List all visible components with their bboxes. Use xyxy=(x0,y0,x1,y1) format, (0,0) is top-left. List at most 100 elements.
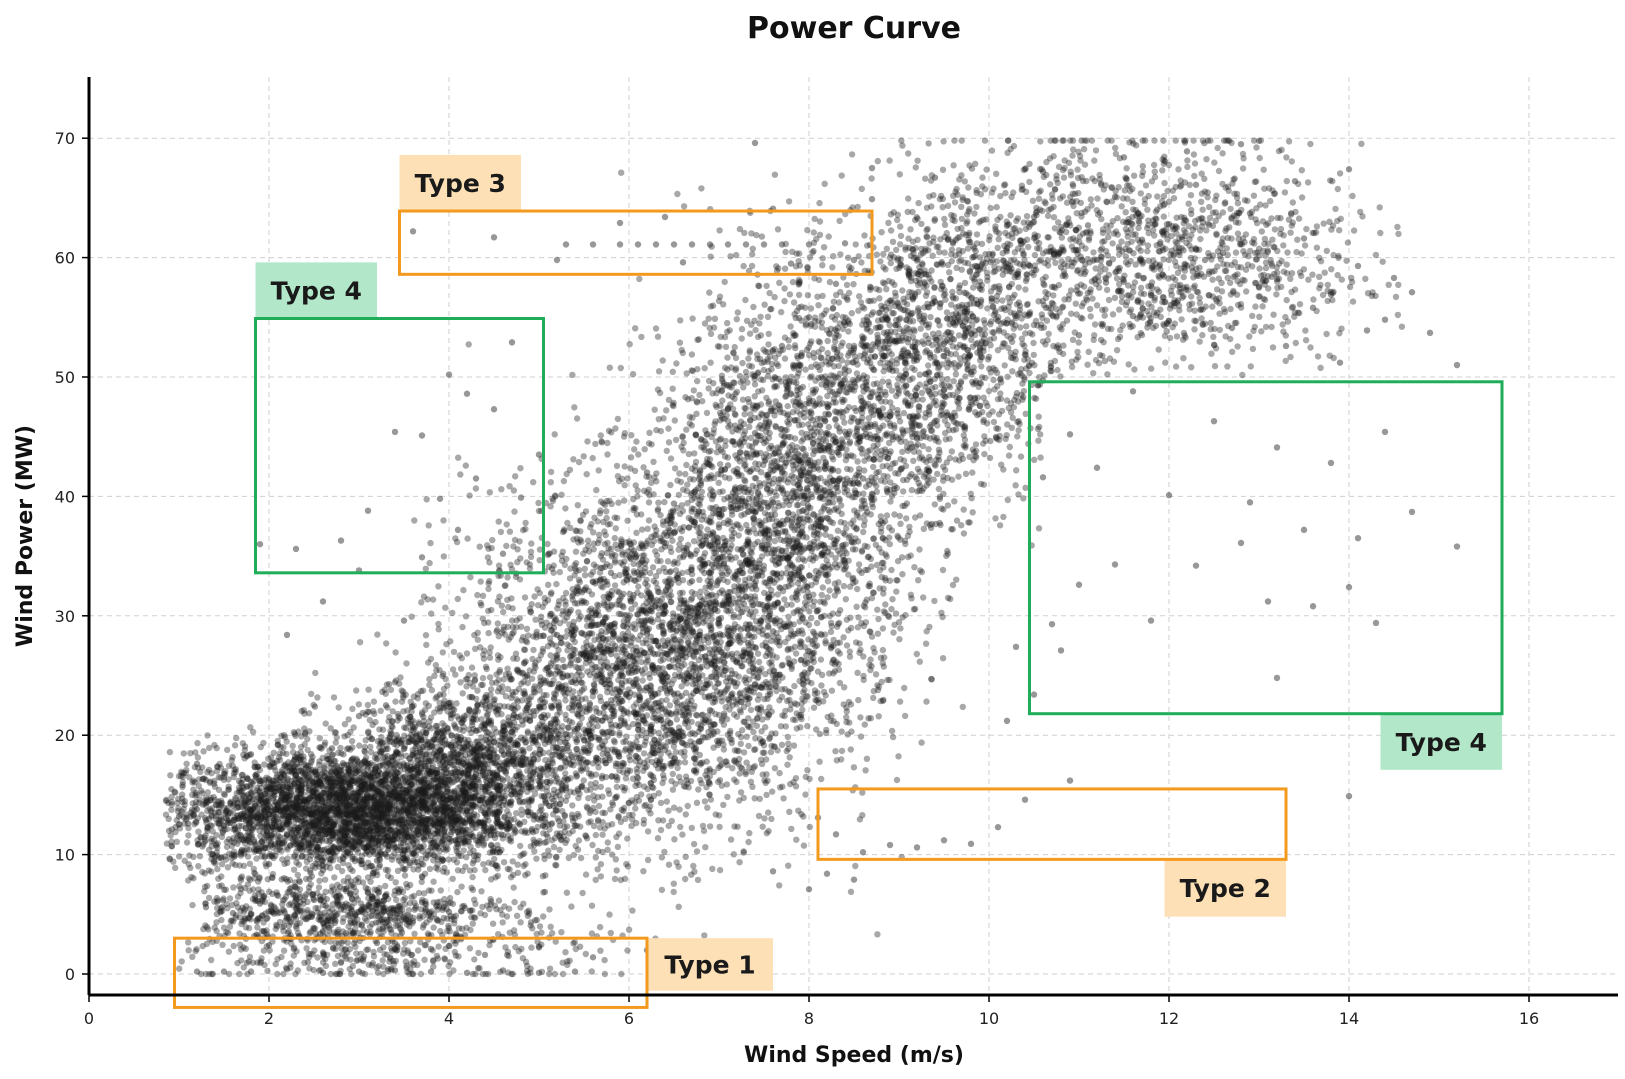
data-point xyxy=(508,339,516,346)
scatter-density-point xyxy=(434,782,441,790)
scatter-density-point xyxy=(223,843,231,851)
scatter-density-point xyxy=(569,802,576,809)
scatter-density-point xyxy=(256,827,263,834)
data-point xyxy=(445,908,453,916)
data-point xyxy=(832,280,840,288)
scatter-density-point xyxy=(394,867,402,874)
scatter-density-point xyxy=(318,795,326,803)
scatter-density-point xyxy=(279,790,286,797)
data-point xyxy=(1246,499,1254,506)
data-point xyxy=(841,560,849,567)
data-point xyxy=(499,777,507,784)
scatter-density-point xyxy=(365,728,372,735)
data-point xyxy=(346,801,354,808)
data-point xyxy=(1030,691,1038,698)
scatter-density-point xyxy=(364,763,371,770)
scatter-density-point xyxy=(337,845,344,852)
data-point xyxy=(319,866,327,874)
scatter-density-point xyxy=(368,841,375,848)
data-point xyxy=(265,860,273,868)
data-point xyxy=(589,714,597,721)
scatter-density-point xyxy=(434,705,441,712)
scatter-density-point xyxy=(432,793,440,800)
scatter-density-point xyxy=(317,826,325,833)
scatter-density-point xyxy=(214,840,221,847)
scatter-density-point xyxy=(172,864,179,872)
scatter-density-point xyxy=(269,834,276,841)
data-point xyxy=(751,429,759,437)
scatter-density-point xyxy=(192,789,199,796)
scatter-density-point xyxy=(281,778,289,786)
data-point xyxy=(1273,674,1281,682)
scatter-density-point xyxy=(275,779,283,786)
scatter-density-point xyxy=(278,789,286,796)
scatter-density-point xyxy=(224,816,231,824)
scatter-density-point xyxy=(384,752,391,760)
data-point xyxy=(643,469,651,476)
data-point xyxy=(1003,244,1011,252)
data-point xyxy=(625,693,633,701)
scatter-density-point xyxy=(293,776,300,783)
scatter-density-point xyxy=(492,862,499,869)
data-point xyxy=(616,219,624,227)
scatter-density-point xyxy=(317,806,324,813)
scatter-density-point xyxy=(480,771,487,778)
scatter-density-point xyxy=(361,786,369,793)
scatter-density-point xyxy=(208,838,215,845)
data-point xyxy=(805,314,813,321)
data-point xyxy=(373,786,381,794)
scatter-density-point xyxy=(556,846,563,853)
scatter-density-point xyxy=(412,739,419,746)
scatter-density-point xyxy=(221,853,229,860)
scatter-density-point xyxy=(232,766,239,773)
scatter-density-point xyxy=(221,826,228,833)
data-point xyxy=(535,969,543,977)
scatter-density-point xyxy=(341,832,348,839)
scatter-density-point xyxy=(533,855,540,862)
data-point xyxy=(607,650,615,658)
scatter-density-point xyxy=(412,832,420,839)
data-point xyxy=(472,475,480,482)
scatter-density-point xyxy=(217,814,225,821)
scatter-density-point xyxy=(345,825,352,833)
scatter-density-point xyxy=(343,848,351,856)
scatter-density-point xyxy=(175,853,183,860)
data-point xyxy=(400,617,408,624)
scatter-density-point xyxy=(322,720,329,727)
scatter-density-point xyxy=(384,832,391,840)
data-point xyxy=(634,241,642,248)
scatter-density-point xyxy=(330,789,337,796)
scatter-density-point xyxy=(262,808,269,815)
data-point xyxy=(319,598,327,605)
data-point xyxy=(310,896,318,904)
scatter-density-point xyxy=(398,698,406,705)
scatter-density-point xyxy=(494,711,501,718)
data-point xyxy=(1264,598,1272,605)
scatter-density-point xyxy=(295,828,302,835)
data-point xyxy=(193,806,201,813)
data-point xyxy=(805,886,813,893)
scatter-density-point xyxy=(582,871,590,878)
scatter-density-point xyxy=(290,866,298,873)
data-point xyxy=(535,703,543,710)
data-point xyxy=(877,518,885,525)
data-point xyxy=(481,788,489,795)
scatter-density-point xyxy=(189,779,196,786)
data-point xyxy=(436,495,444,502)
data-point xyxy=(751,139,759,147)
data-point xyxy=(427,844,435,851)
scatter-density-point xyxy=(376,861,383,869)
data-point xyxy=(1354,262,1362,270)
data-point xyxy=(1120,154,1128,161)
data-point xyxy=(796,531,804,538)
scatter-density-point xyxy=(568,903,575,910)
data-point xyxy=(1381,316,1389,323)
data-point xyxy=(355,968,363,975)
scatter-density-point xyxy=(426,744,433,751)
scatter-density-point xyxy=(453,700,460,707)
data-point xyxy=(436,755,444,763)
scatter-density-point xyxy=(441,864,448,872)
scatter-density-point xyxy=(361,743,369,751)
scatter-density-point xyxy=(312,669,319,677)
scatter-density-point xyxy=(224,746,231,754)
